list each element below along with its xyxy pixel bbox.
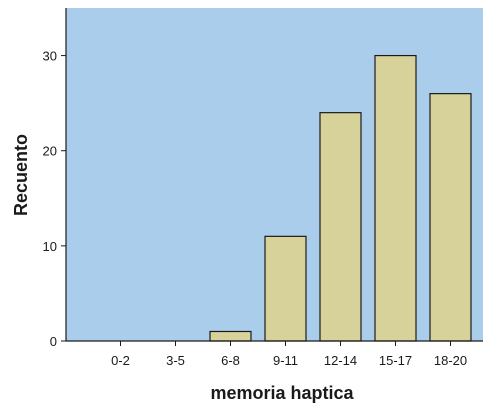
x-tick-label: 3-5 (166, 353, 185, 368)
x-tick-label: 15-17 (379, 353, 412, 368)
x-tick-label: 6-8 (221, 353, 240, 368)
x-tick-label: 9-11 (273, 353, 298, 368)
y-tick-label: 10 (43, 239, 57, 254)
bar-6-8 (209, 330, 252, 342)
x-tick-label: 0-2 (111, 353, 130, 368)
y-axis-title: Recuento (11, 134, 31, 216)
x-axis-title: memoria haptica (210, 383, 354, 403)
y-tick-label: 0 (50, 334, 57, 349)
y-axis-ticks: 0 10 20 30 (43, 49, 66, 349)
x-axis-ticks: 0-2 3-5 6-8 9-11 12-14 15-17 18-20 (111, 341, 467, 368)
bar-9-11 (264, 235, 307, 342)
bar-12-14 (319, 112, 362, 342)
y-tick-label: 30 (43, 49, 57, 64)
bars-group (209, 54, 472, 342)
bar-18-20 (429, 93, 472, 342)
y-tick-label: 20 (43, 144, 57, 159)
x-tick-label: 18-20 (434, 353, 467, 368)
bar-15-17 (374, 54, 417, 342)
x-tick-label: 12-14 (324, 353, 357, 368)
